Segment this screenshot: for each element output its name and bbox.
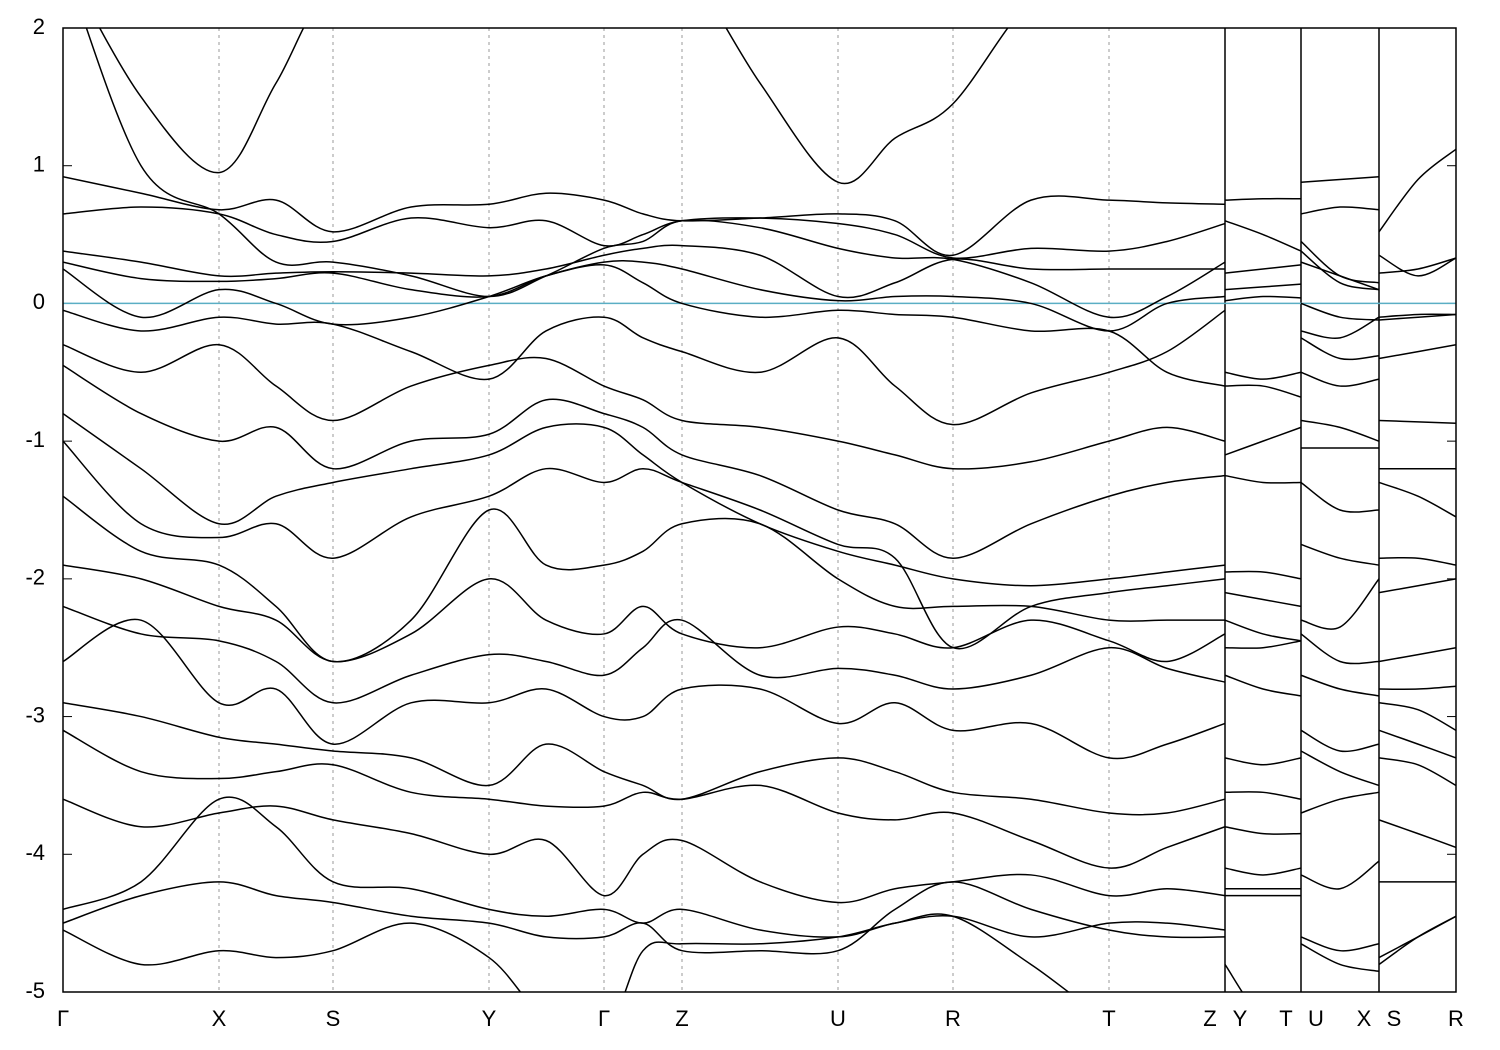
- x-tick-label: T: [1279, 1006, 1292, 1031]
- band-line: [63, 264, 1456, 424]
- x-tick-label: Γ: [598, 1006, 610, 1031]
- band-line: [63, 702, 1456, 849]
- band-line: [63, 913, 1380, 992]
- band-line: [63, 412, 1456, 594]
- band-line: [63, 309, 1456, 470]
- band-line: [63, 729, 1456, 883]
- band-line: [63, 881, 1456, 959]
- x-tick-label: Γ: [57, 1006, 69, 1031]
- y-tick-label: -4: [25, 840, 45, 865]
- x-tick-label: X: [1357, 1006, 1372, 1031]
- plot-frame: [62, 27, 1457, 993]
- plot-area: [63, 28, 1456, 992]
- band-line: [63, 260, 1456, 332]
- x-tick-label: Y: [482, 1006, 497, 1031]
- band-line: [63, 564, 1456, 731]
- x-tick-label: Z: [675, 1006, 688, 1031]
- band-line: [63, 206, 1456, 284]
- x-tick-label: R: [1448, 1006, 1464, 1031]
- band-line: [63, 175, 1456, 277]
- x-tick-label: S: [326, 1006, 341, 1031]
- x-tick-label: U: [1308, 1006, 1324, 1031]
- y-tick-label: -2: [25, 565, 45, 590]
- y-tick-label: -5: [25, 978, 45, 1003]
- band-line: [63, 440, 1456, 663]
- x-tick-label: R: [945, 1006, 961, 1031]
- band-line: [63, 244, 1456, 318]
- band-line: [63, 796, 1380, 938]
- x-tick-label: S: [1387, 1006, 1402, 1031]
- x-tick-label: T: [1102, 1006, 1115, 1031]
- x-tick-label: U: [830, 1006, 846, 1031]
- x-tick-label: X: [212, 1006, 227, 1031]
- band-line: [63, 618, 1456, 787]
- band-line: [63, 495, 1456, 690]
- y-tick-label: -3: [25, 702, 45, 727]
- y-tick-label: 0: [33, 289, 45, 314]
- y-tick-label: 2: [33, 14, 45, 39]
- band-line: [85, 28, 1456, 360]
- band-line: [63, 343, 1456, 518]
- x-tick-label: Z: [1203, 1006, 1216, 1031]
- band-line: [63, 364, 1456, 566]
- y-tick-label: 1: [33, 152, 45, 177]
- y-tick-label: -1: [25, 427, 45, 452]
- x-tick-label: Y: [1233, 1006, 1248, 1031]
- band-line: [63, 605, 1456, 759]
- band-line: [63, 791, 1456, 966]
